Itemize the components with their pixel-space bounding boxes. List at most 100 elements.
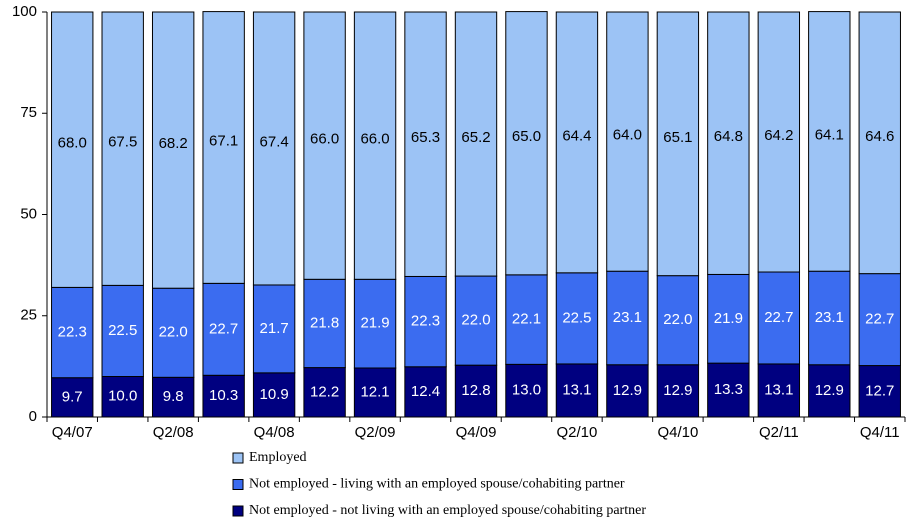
bar-segment [808, 270, 851, 366]
bar-segment [353, 367, 397, 418]
x-tick-label: Q4/08 [254, 424, 295, 441]
value-label: 66.0 [360, 131, 389, 148]
bar-segment [51, 11, 94, 288]
bar-segment [101, 376, 144, 418]
value-label: 23.1 [613, 309, 642, 326]
value-label: 22.5 [108, 322, 137, 339]
bar-segment [404, 11, 447, 277]
value-label: 12.1 [360, 383, 389, 400]
bar-segment [454, 364, 498, 418]
value-label: 21.8 [310, 314, 339, 331]
bar-segment [757, 11, 801, 273]
value-label: 65.0 [512, 128, 541, 145]
y-tick-label: 50 [20, 205, 37, 222]
value-label: 12.8 [461, 382, 490, 399]
bar-segment [252, 11, 296, 286]
value-label: 64.2 [764, 127, 793, 144]
value-label: 22.0 [159, 324, 188, 341]
value-label: 68.0 [58, 135, 87, 152]
legend-swatch [232, 505, 244, 517]
bar-segment [808, 11, 851, 272]
value-label: 64.4 [562, 127, 591, 144]
bar-segment [51, 286, 94, 379]
value-label: 12.4 [411, 383, 440, 400]
value-label: 22.7 [764, 309, 793, 326]
bar-segment [555, 11, 599, 274]
value-label: 13.0 [512, 382, 541, 399]
value-label: 22.1 [512, 311, 541, 328]
value-label: 66.0 [310, 131, 339, 148]
value-label: 22.7 [209, 320, 238, 337]
y-tick-label: 100 [12, 3, 37, 20]
value-label: 67.4 [260, 133, 289, 150]
bar-segment [151, 11, 195, 289]
value-label: 12.2 [310, 383, 339, 400]
bar-segment [404, 275, 447, 368]
value-label: 67.1 [209, 132, 238, 149]
value-label: 12.9 [663, 382, 692, 399]
value-label: 10.3 [209, 387, 238, 404]
value-label: 22.3 [58, 324, 87, 341]
value-label: 21.7 [260, 320, 289, 337]
bar-segment [707, 273, 750, 364]
bar-segment [757, 271, 801, 365]
value-label: 9.8 [163, 388, 184, 405]
x-tick-label: Q4/10 [657, 424, 698, 441]
value-label: 21.9 [360, 315, 389, 332]
legend-swatch [232, 452, 244, 464]
x-tick-label: Q2/10 [557, 424, 598, 441]
legend-swatch [232, 479, 244, 490]
value-label: 12.9 [613, 382, 642, 399]
bar-segment [101, 11, 144, 286]
bar-segment [606, 364, 649, 418]
bar-segment [606, 270, 649, 366]
x-tick-label: Q4/09 [456, 424, 497, 441]
legend-label: Not employed - not living with an employ… [249, 503, 646, 518]
bar-segment [454, 11, 498, 277]
bar-segment [252, 372, 296, 418]
value-label: 22.0 [461, 312, 490, 329]
bar-segment [808, 364, 851, 418]
bar-segment [505, 363, 548, 418]
value-label: 22.3 [411, 313, 440, 330]
value-label: 65.2 [461, 129, 490, 146]
value-label: 13.1 [562, 381, 591, 398]
value-label: 22.7 [865, 311, 894, 328]
y-tick-label: 75 [20, 104, 37, 121]
value-label: 23.1 [815, 309, 844, 326]
value-label: 9.7 [62, 388, 83, 405]
x-tick-label: Q4/07 [52, 424, 93, 441]
x-tick-label: Q2/09 [355, 424, 396, 441]
value-label: 68.2 [159, 135, 188, 152]
value-label: 21.9 [714, 310, 743, 327]
bar-segment [505, 11, 548, 276]
y-tick-label: 0 [29, 408, 37, 425]
bar-segment [353, 11, 397, 280]
value-label: 64.8 [714, 128, 743, 145]
value-label: 64.1 [815, 126, 844, 143]
value-label: 64.0 [613, 127, 642, 144]
bar-segment [303, 11, 346, 280]
x-tick-label: Q2/08 [153, 424, 194, 441]
x-tick-label: Q2/11 [759, 424, 799, 441]
value-label: 65.1 [663, 129, 692, 146]
value-label: 67.5 [108, 134, 137, 151]
value-label: 13.1 [764, 381, 793, 398]
bar-segment [505, 274, 548, 365]
value-label: 10.0 [108, 388, 137, 405]
value-label: 12.9 [815, 382, 844, 399]
value-label: 10.9 [260, 386, 289, 403]
value-label: 65.3 [411, 129, 440, 146]
value-label: 22.5 [562, 309, 591, 326]
bar-segment [303, 367, 346, 418]
bar-segment [858, 273, 901, 367]
value-label: 12.7 [865, 382, 894, 399]
bar-segment [606, 11, 649, 272]
legend-label: Employed [249, 450, 307, 465]
x-tick-label: Q4/11 [860, 424, 900, 441]
bar-segment [151, 287, 195, 378]
value-label: 22.0 [663, 311, 692, 328]
value-label: 64.6 [865, 128, 894, 145]
bar-segment [202, 11, 245, 284]
